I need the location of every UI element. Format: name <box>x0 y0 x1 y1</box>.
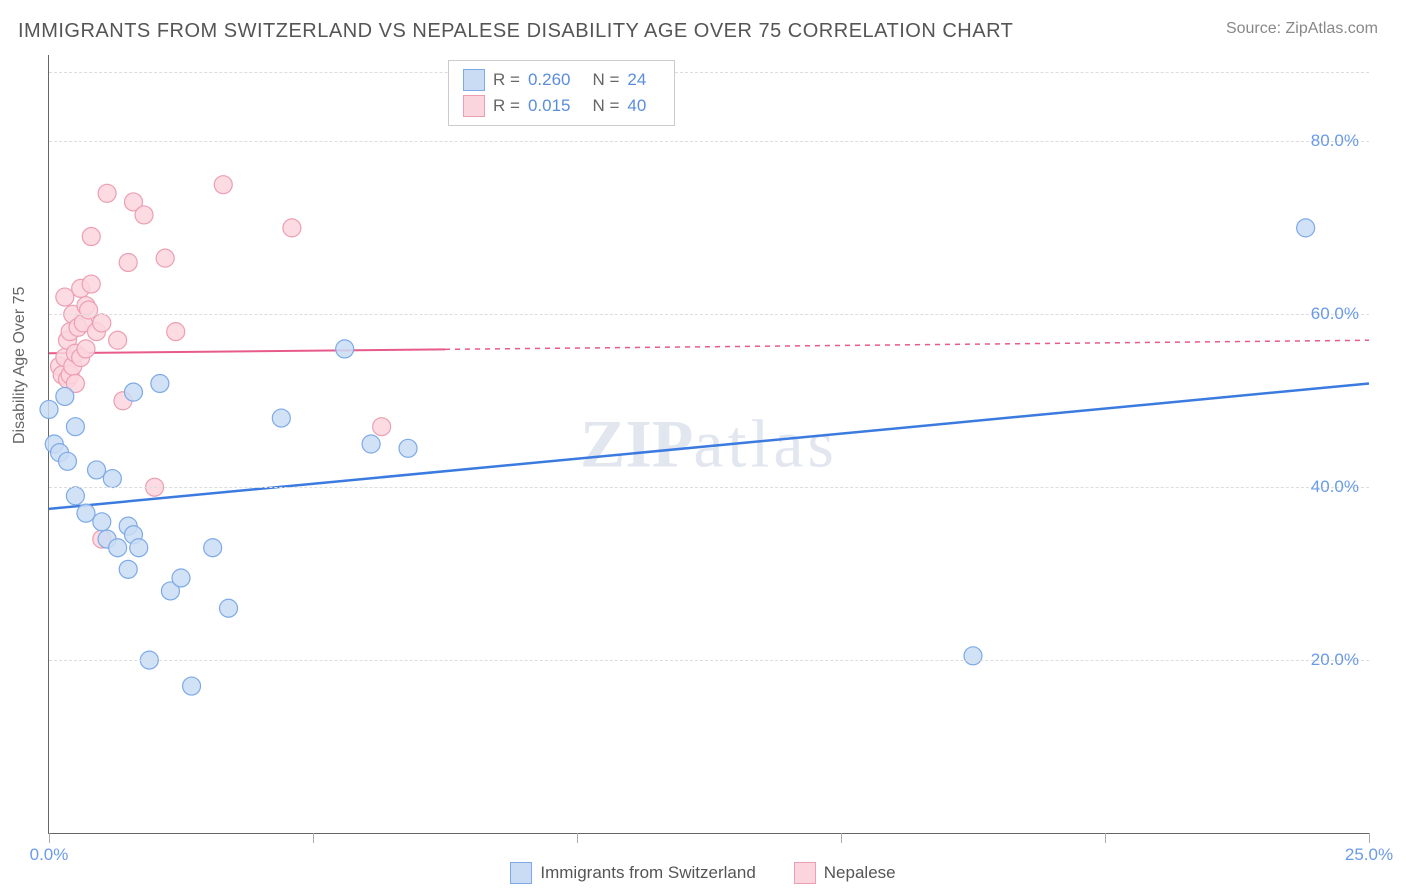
x-tick <box>1369 833 1370 843</box>
y-axis-title: Disability Age Over 75 <box>11 287 29 444</box>
data-point <box>109 539 127 557</box>
legend-swatch-series-2 <box>463 95 485 117</box>
legend-n-value-1: 24 <box>627 70 646 90</box>
data-point <box>336 340 354 358</box>
y-tick-label: 40.0% <box>1311 477 1359 497</box>
legend-top-row-1: R = 0.260 N = 24 <box>463 67 660 93</box>
data-point <box>183 677 201 695</box>
data-point <box>66 418 84 436</box>
trend-line-dashed <box>445 340 1369 349</box>
data-point <box>135 206 153 224</box>
x-tick <box>577 833 578 843</box>
y-tick-label: 80.0% <box>1311 131 1359 151</box>
x-tick <box>49 833 50 843</box>
data-point <box>204 539 222 557</box>
data-point <box>119 253 137 271</box>
legend-top: R = 0.260 N = 24 R = 0.015 N = 40 <box>448 60 675 126</box>
data-point <box>109 331 127 349</box>
legend-bottom-label-1: Immigrants from Switzerland <box>540 863 755 883</box>
data-point <box>56 387 74 405</box>
legend-bottom-label-2: Nepalese <box>824 863 896 883</box>
legend-r-value-1: 0.260 <box>528 70 571 90</box>
data-point <box>77 504 95 522</box>
chart-source: Source: ZipAtlas.com <box>1226 20 1378 38</box>
data-point <box>93 513 111 531</box>
x-tick <box>1105 833 1106 843</box>
legend-r-value-2: 0.015 <box>528 96 571 116</box>
data-point <box>156 249 174 267</box>
legend-swatch-series-1 <box>463 69 485 91</box>
data-point <box>1297 219 1315 237</box>
data-point <box>88 461 106 479</box>
legend-bottom-swatch-2 <box>794 862 816 884</box>
grid-line <box>49 141 1369 142</box>
legend-bottom-item-2: Nepalese <box>794 862 896 884</box>
grid-line <box>49 660 1369 661</box>
y-tick-label: 20.0% <box>1311 650 1359 670</box>
data-point <box>40 400 58 418</box>
data-point <box>93 314 111 332</box>
y-tick-label: 60.0% <box>1311 304 1359 324</box>
trend-line <box>49 349 445 353</box>
legend-n-value-2: 40 <box>627 96 646 116</box>
plot-area: ZIPatlas 20.0%40.0%60.0%80.0%0.0%25.0% <box>48 55 1369 834</box>
x-tick <box>313 833 314 843</box>
data-point <box>66 487 84 505</box>
legend-bottom: Immigrants from Switzerland Nepalese <box>0 862 1406 884</box>
data-point <box>58 452 76 470</box>
data-point <box>77 340 95 358</box>
data-point <box>124 383 142 401</box>
chart-title: IMMIGRANTS FROM SWITZERLAND VS NEPALESE … <box>18 20 1013 43</box>
data-point <box>172 569 190 587</box>
data-point <box>82 228 100 246</box>
data-point <box>399 439 417 457</box>
data-point <box>272 409 290 427</box>
data-point <box>362 435 380 453</box>
chart-svg <box>49 55 1369 833</box>
legend-top-row-2: R = 0.015 N = 40 <box>463 93 660 119</box>
x-tick <box>841 833 842 843</box>
legend-bottom-swatch-1 <box>510 862 532 884</box>
data-point <box>373 418 391 436</box>
data-point <box>151 374 169 392</box>
grid-line <box>49 314 1369 315</box>
trend-line <box>49 383 1369 508</box>
data-point <box>56 288 74 306</box>
legend-n-label-2: N = <box>592 96 619 116</box>
source-label: Source: <box>1226 20 1286 37</box>
source-value: ZipAtlas.com <box>1286 20 1378 37</box>
data-point <box>283 219 301 237</box>
data-point <box>214 176 232 194</box>
chart-container: IMMIGRANTS FROM SWITZERLAND VS NEPALESE … <box>0 0 1406 892</box>
data-point <box>82 275 100 293</box>
data-point <box>130 539 148 557</box>
legend-r-label-2: R = <box>493 96 520 116</box>
legend-bottom-item-1: Immigrants from Switzerland <box>510 862 755 884</box>
legend-r-label-1: R = <box>493 70 520 90</box>
data-point <box>119 560 137 578</box>
data-point <box>964 647 982 665</box>
grid-line <box>49 72 1369 73</box>
data-point <box>98 184 116 202</box>
data-point <box>167 323 185 341</box>
data-point <box>220 599 238 617</box>
data-point <box>103 470 121 488</box>
grid-line <box>49 487 1369 488</box>
legend-n-label-1: N = <box>592 70 619 90</box>
